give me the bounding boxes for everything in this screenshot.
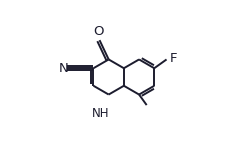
Text: N: N	[59, 62, 69, 75]
Text: O: O	[93, 25, 103, 38]
Text: F: F	[169, 52, 177, 65]
Text: NH: NH	[91, 107, 109, 120]
